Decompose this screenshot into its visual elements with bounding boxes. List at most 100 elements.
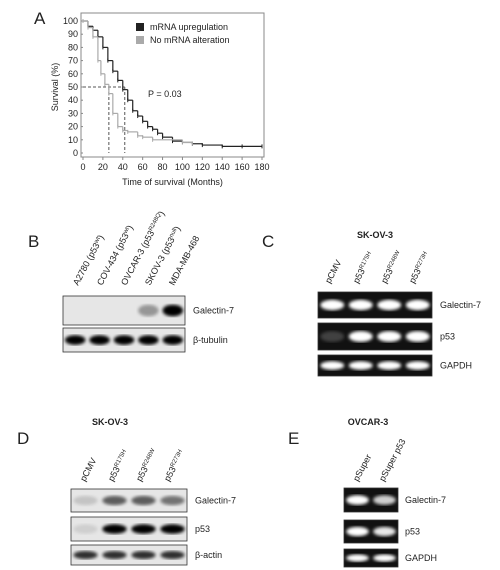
panel-title: OVCAR-3 <box>348 417 389 427</box>
legend-label: No mRNA alteration <box>150 35 230 45</box>
band <box>131 524 156 534</box>
lane-label: pCMV <box>78 456 99 483</box>
lane-label-end: ) <box>172 225 182 232</box>
band <box>373 495 396 505</box>
band <box>377 361 402 370</box>
band <box>373 526 396 537</box>
row-label: p53 <box>195 524 210 534</box>
band <box>160 495 185 506</box>
band <box>346 526 369 537</box>
band <box>373 554 396 562</box>
band <box>73 551 98 559</box>
band <box>346 495 369 505</box>
lane-label-text: pSuper <box>351 453 373 483</box>
plot-frame <box>80 12 265 158</box>
band <box>73 524 98 534</box>
band <box>160 524 185 534</box>
band <box>73 495 98 506</box>
x-tick-label: 60 <box>138 162 148 172</box>
x-tick-label: 80 <box>158 162 168 172</box>
lane-label-sup: null <box>169 228 179 239</box>
y-tick-label: 30 <box>68 108 78 118</box>
y-tick-label: 0 <box>73 148 78 158</box>
row-label: Galectin-7 <box>193 306 234 316</box>
panel-letter: B <box>28 232 39 251</box>
band <box>102 524 127 534</box>
lane-label: p53R273H <box>162 448 187 482</box>
panel-title: SK-OV-3 <box>92 417 128 427</box>
x-tick-label: 40 <box>118 162 128 172</box>
lane-label-sup: R248W <box>142 447 157 468</box>
lane-label: p53R273H <box>407 250 432 284</box>
row-label: Galectin-7 <box>195 496 236 506</box>
y-tick-label: 60 <box>68 69 78 79</box>
lane-label-end: ) <box>156 209 166 216</box>
band <box>138 335 159 345</box>
row-label: Galectin-7 <box>405 495 446 505</box>
row-label: p53 <box>405 527 420 537</box>
band <box>377 331 402 342</box>
lane-label-text: pSuper p53 <box>377 437 408 483</box>
panel-letter: A <box>34 9 46 28</box>
lane-label: p53R175H <box>106 448 131 482</box>
blot-frame <box>70 488 188 513</box>
row-label: β-tubulin <box>193 335 228 345</box>
band <box>405 331 430 342</box>
legend-swatch <box>136 36 144 44</box>
legend-label: mRNA upregulation <box>150 22 228 32</box>
x-tick-label: 180 <box>254 162 269 172</box>
band <box>162 335 184 345</box>
y-tick-label: 100 <box>63 16 78 26</box>
y-axis-label: Survival (%) <box>50 63 60 112</box>
y-tick-label: 70 <box>68 56 78 66</box>
lane-label-sup: wt <box>93 236 102 245</box>
row-label: Galectin-7 <box>440 300 481 310</box>
lane-label-text: pCMV <box>323 258 344 285</box>
band <box>346 554 369 562</box>
x-axis-label: Time of survival (Months) <box>122 177 223 187</box>
lane-label-sup: R248W <box>387 249 402 270</box>
x-tick-label: 140 <box>215 162 230 172</box>
band <box>89 335 110 345</box>
lane-label: pSuper <box>351 453 373 483</box>
legend-swatch <box>136 23 144 31</box>
band <box>102 495 127 506</box>
row-label: GAPDH <box>405 553 437 563</box>
lane-label-sup: R175H <box>359 251 373 270</box>
lane-label-text: pCMV <box>78 456 99 483</box>
lane-label: OVCAR-3 (p53R248Q) <box>119 209 167 287</box>
band <box>348 299 373 311</box>
lane-label: pCMV <box>323 258 344 285</box>
band <box>162 304 184 317</box>
band <box>348 331 373 342</box>
annotation: P = 0.03 <box>148 89 182 99</box>
band <box>377 299 402 311</box>
band <box>320 361 345 370</box>
y-tick-label: 90 <box>68 29 78 39</box>
band <box>113 335 135 345</box>
lane-label-sup: R273H <box>415 251 429 270</box>
row-label: GAPDH <box>440 361 472 371</box>
x-tick-label: 0 <box>80 162 85 172</box>
blot-frame <box>343 548 399 568</box>
lane-label-end: ) <box>125 223 135 230</box>
y-tick-label: 40 <box>68 95 78 105</box>
band <box>64 335 86 345</box>
blot-frame <box>343 519 399 544</box>
lane-label: p53R248W <box>134 447 159 483</box>
y-tick-label: 10 <box>68 135 78 145</box>
x-tick-label: 20 <box>98 162 108 172</box>
lane-label: p53R248W <box>379 249 404 285</box>
panel-letter: D <box>17 429 29 448</box>
band <box>405 361 430 370</box>
x-tick-label: 100 <box>175 162 190 172</box>
x-tick-label: 120 <box>195 162 210 172</box>
panel-letter: E <box>288 429 299 448</box>
row-label: p53 <box>440 332 455 342</box>
lane-label-sup: wt <box>122 226 131 235</box>
band <box>131 551 156 559</box>
x-tick-label: 160 <box>235 162 250 172</box>
row-label: β-actin <box>195 550 222 560</box>
lane-label-end: ) <box>96 233 106 240</box>
band <box>102 551 127 559</box>
